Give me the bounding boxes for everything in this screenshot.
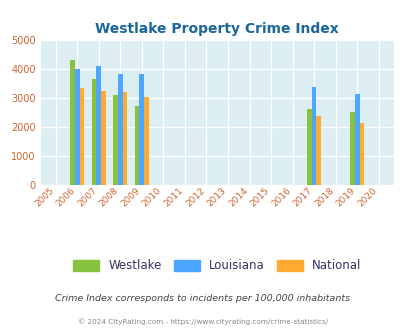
- Title: Westlake Property Crime Index: Westlake Property Crime Index: [95, 22, 338, 36]
- Text: Crime Index corresponds to incidents per 100,000 inhabitants: Crime Index corresponds to incidents per…: [55, 294, 350, 303]
- Bar: [113, 95, 117, 185]
- Bar: [144, 96, 149, 185]
- Bar: [349, 112, 354, 185]
- Legend: Westlake, Louisiana, National: Westlake, Louisiana, National: [68, 254, 365, 277]
- Bar: [122, 92, 127, 185]
- Bar: [117, 74, 122, 185]
- Bar: [311, 87, 316, 185]
- Bar: [70, 60, 75, 185]
- Bar: [316, 116, 320, 185]
- Bar: [306, 109, 311, 185]
- Text: © 2024 CityRating.com - https://www.cityrating.com/crime-statistics/: © 2024 CityRating.com - https://www.city…: [78, 318, 327, 325]
- Bar: [139, 75, 144, 185]
- Bar: [101, 91, 106, 185]
- Bar: [75, 69, 79, 185]
- Bar: [359, 123, 363, 185]
- Bar: [79, 88, 84, 185]
- Bar: [354, 94, 359, 185]
- Bar: [96, 66, 101, 185]
- Bar: [134, 106, 139, 185]
- Bar: [92, 79, 96, 185]
